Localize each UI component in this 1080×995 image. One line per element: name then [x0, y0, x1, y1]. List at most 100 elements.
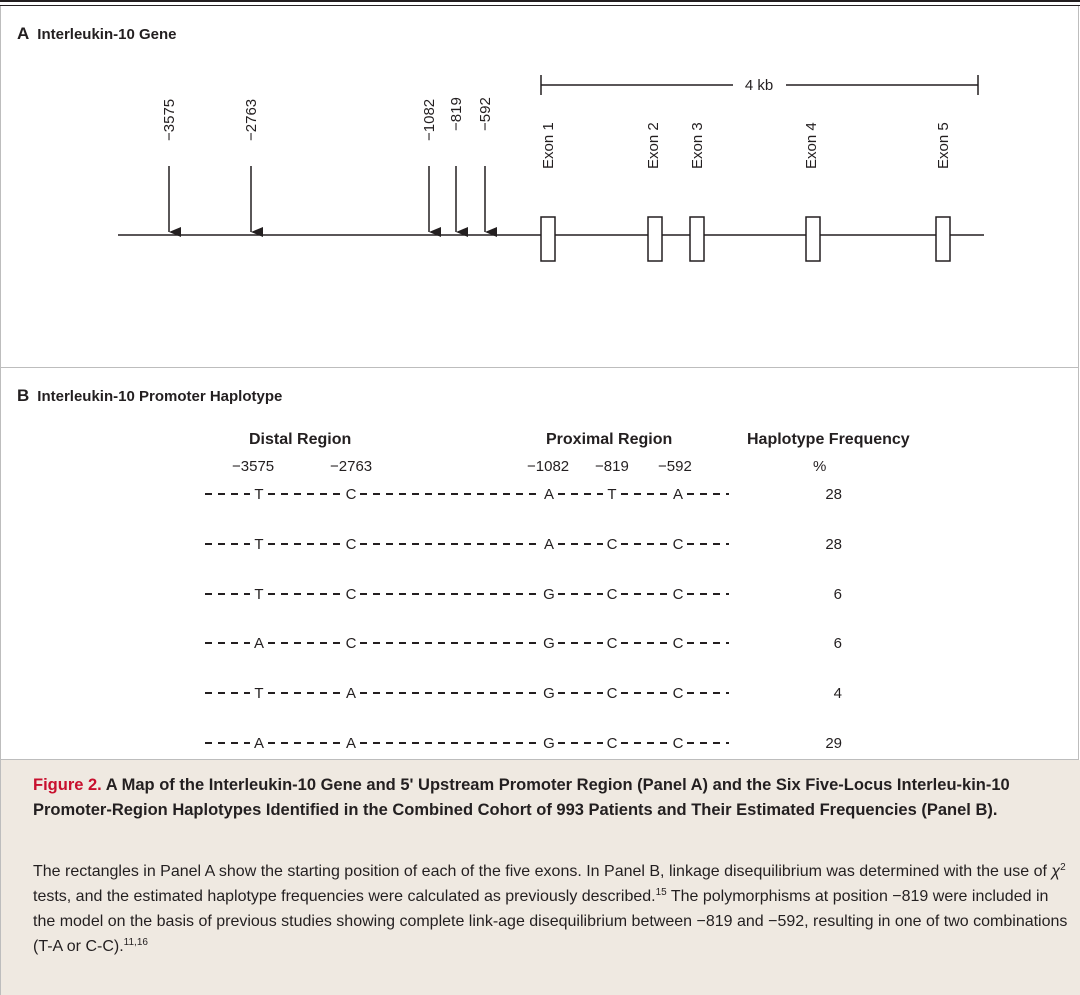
haplotype-row: A A G C C 29: [205, 735, 842, 752]
exon-label: Exon 5: [935, 122, 952, 169]
haplotype-frequency-value: 4: [834, 685, 842, 702]
haplotype-frequency-value: 28: [825, 536, 842, 553]
distal-region-header: Distal Region: [249, 431, 352, 448]
exon-label: Exon 1: [540, 122, 557, 169]
allele-label: T: [254, 486, 263, 503]
panel-a: A Interleukin-10 Gene 4 kb −3575: [0, 6, 1079, 368]
panel-b-letter: B: [17, 386, 30, 405]
allele-label: C: [673, 586, 684, 603]
allele-label: C: [673, 536, 684, 553]
exon-label: Exon 3: [689, 122, 706, 169]
snp-label: −3575: [161, 99, 178, 141]
snp-marker-2763: −2763: [243, 99, 263, 237]
haplotype-row: T C A T A 28: [205, 486, 842, 503]
chi-superscript: 2: [1060, 862, 1066, 873]
exon-1: Exon 1: [540, 122, 557, 262]
allele-label: A: [346, 685, 356, 702]
exon-label: Exon 2: [645, 122, 662, 169]
caption-left-rule: [0, 760, 1, 995]
haplotype-row: A C G C C 6: [205, 635, 842, 652]
allele-label: G: [543, 685, 555, 702]
proximal-region-header: Proximal Region: [546, 431, 673, 448]
caption-body-part2: tests, and the estimated haplotype frequ…: [33, 888, 656, 905]
caption-body-part1: The rectangles in Panel A show the start…: [33, 863, 1052, 880]
exon-box: [647, 216, 663, 262]
top-rule: [0, 0, 1080, 2]
allele-label: C: [673, 685, 684, 702]
allele-label: T: [607, 486, 616, 503]
exon-label: Exon 4: [803, 122, 820, 169]
allele-label: C: [346, 536, 357, 553]
panel-a-title: A Interleukin-10 Gene: [17, 24, 177, 44]
snp-marker-3575: −3575: [161, 99, 181, 237]
caption-title: Figure 2. A Map of the Interleukin-10 Ge…: [33, 773, 1073, 823]
allele-label: C: [607, 536, 618, 553]
allele-label: G: [543, 735, 555, 752]
exon-2: Exon 2: [645, 122, 663, 262]
allele-label: A: [544, 486, 554, 503]
position-label: −1082: [527, 458, 570, 475]
snp-label: −819: [448, 97, 465, 131]
haplotype-frequency-value: 29: [825, 735, 842, 752]
exon-box: [689, 216, 705, 262]
allele-label: A: [254, 735, 264, 752]
snp-marker-819: −819: [448, 97, 468, 237]
reference-superscript: 15: [655, 887, 667, 898]
haplotype-frequency-header: Haplotype Frequency: [747, 431, 910, 448]
position-label: −3575: [232, 458, 275, 475]
haplotype-frequency-value: 28: [825, 486, 842, 503]
allele-label: C: [607, 635, 618, 652]
exon-4: Exon 4: [803, 122, 821, 262]
exon-5: Exon 5: [935, 122, 952, 262]
haplotype-frequency-value: 6: [834, 635, 842, 652]
allele-label: T: [254, 536, 263, 553]
panel-b-title: B Interleukin-10 Promoter Haplotype: [17, 386, 282, 406]
position-label: −2763: [330, 458, 373, 475]
haplotype-row: T A G C C 4: [205, 685, 842, 702]
figure-label: Figure 2.: [33, 776, 102, 794]
allele-label: G: [543, 586, 555, 603]
allele-label: C: [607, 685, 618, 702]
scale-bar: 4 kb: [540, 75, 979, 95]
exon-box: [540, 216, 556, 262]
allele-label: A: [254, 635, 264, 652]
allele-label: A: [673, 486, 683, 503]
position-label: −592: [658, 458, 692, 475]
snp-marker-592: −592: [477, 97, 497, 237]
chi-symbol: χ: [1051, 863, 1061, 880]
haplotype-frequency-value: 6: [834, 586, 842, 603]
exon-box: [805, 216, 821, 262]
allele-label: T: [254, 685, 263, 702]
allele-label: A: [346, 735, 356, 752]
panel-a-letter: A: [17, 24, 30, 43]
reference-superscript: 11,16: [123, 937, 148, 948]
allele-label: C: [673, 635, 684, 652]
caption-body-part3: The polymorphisms at position −819 were …: [33, 888, 1068, 955]
snp-label: −2763: [243, 99, 260, 141]
allele-label: C: [346, 635, 357, 652]
allele-label: C: [607, 586, 618, 603]
allele-label: C: [607, 735, 618, 752]
panel-b: B Interleukin-10 Promoter Haplotype Dista…: [0, 368, 1079, 760]
allele-label: A: [544, 536, 554, 553]
caption-body: The rectangles in Panel A show the start…: [33, 859, 1073, 959]
allele-label: C: [346, 586, 357, 603]
snp-label: −592: [477, 97, 494, 131]
haplotype-row: T C A C C 28: [205, 536, 842, 553]
panel-b-title-text: Interleukin-10 Promoter Haplotype: [37, 388, 283, 405]
top-rule-thin: [0, 5, 1080, 6]
allele-label: G: [543, 635, 555, 652]
exon-box: [935, 216, 951, 262]
figure-caption: Figure 2. A Map of the Interleukin-10 Ge…: [0, 760, 1080, 995]
position-label: −819: [595, 458, 629, 475]
scale-bar-label: 4 kb: [745, 77, 773, 94]
allele-label: C: [673, 735, 684, 752]
allele-label: T: [254, 586, 263, 603]
allele-label: C: [346, 486, 357, 503]
gene-map-diagram: 4 kb −3575 −2763 −1082: [118, 75, 984, 262]
caption-title-text: A Map of the Interleukin-10 Gene and 5' …: [33, 776, 1010, 819]
panel-a-title-text: Interleukin-10 Gene: [37, 26, 177, 43]
snp-marker-1082: −1082: [421, 99, 441, 237]
exon-3: Exon 3: [689, 122, 706, 262]
